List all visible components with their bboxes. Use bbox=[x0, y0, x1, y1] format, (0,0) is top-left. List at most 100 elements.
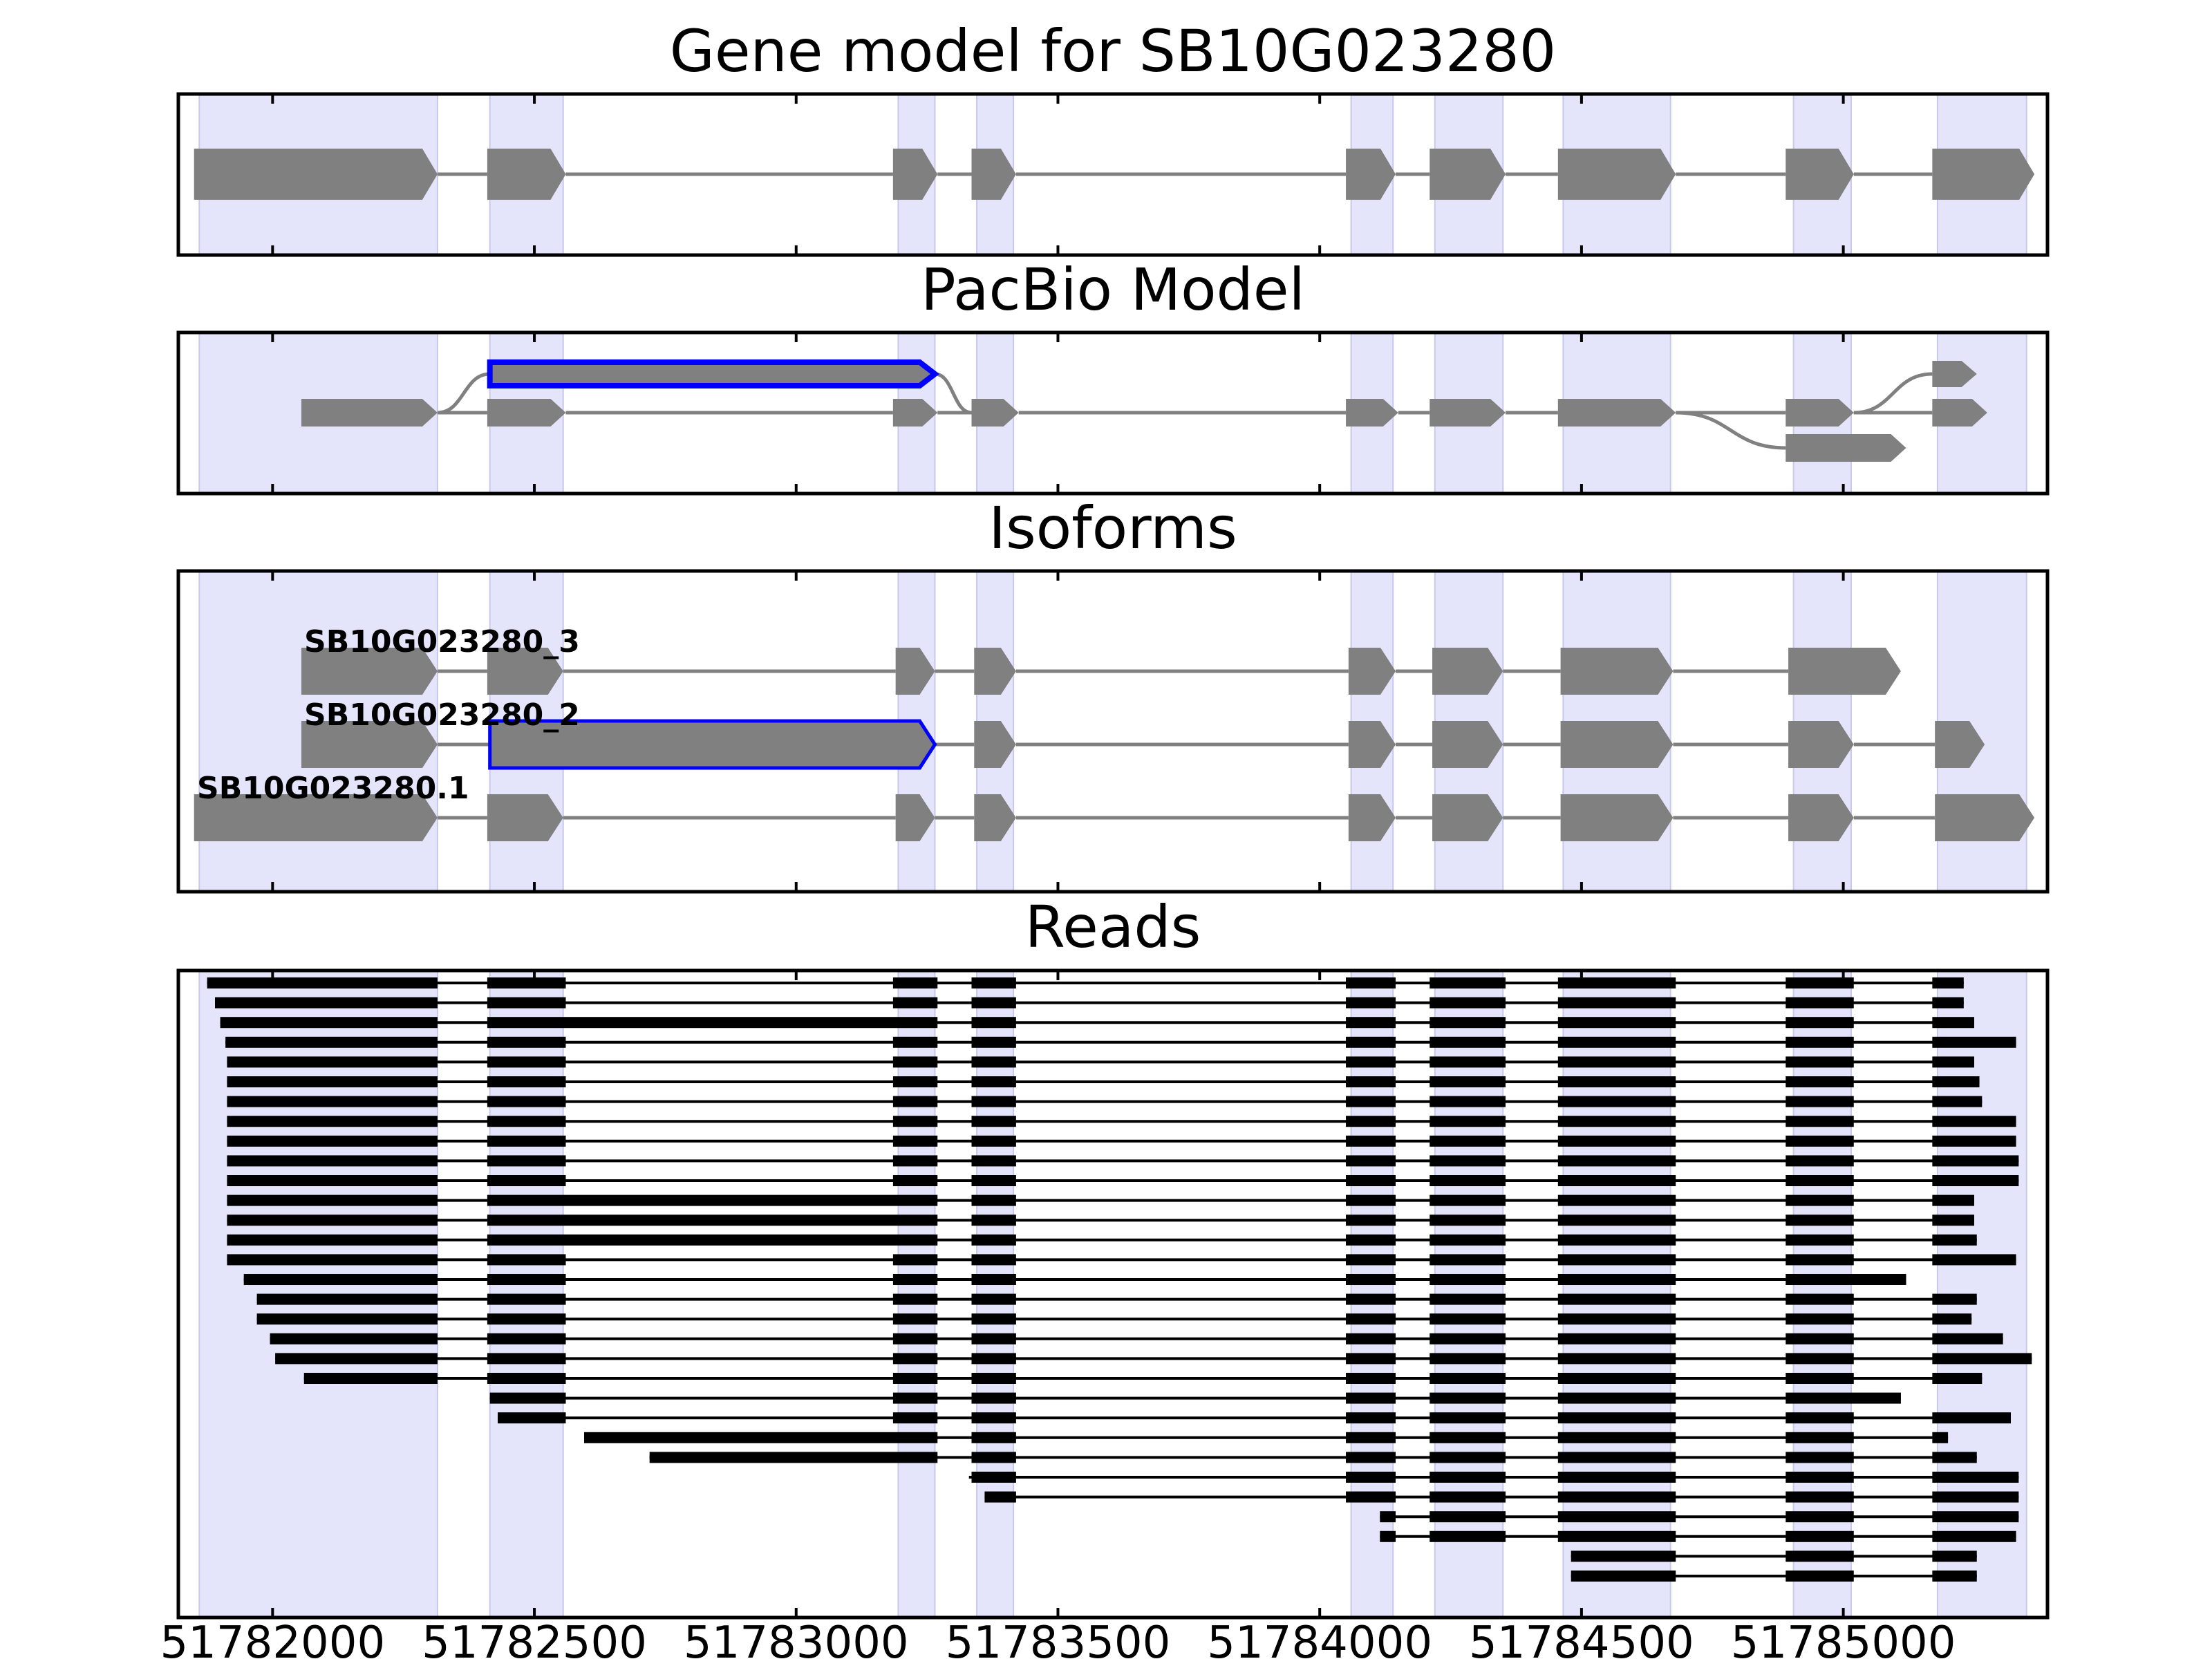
x-tick-label: 51784000 bbox=[1207, 1618, 1432, 1659]
read-block bbox=[892, 1096, 938, 1107]
highlighted-exon bbox=[488, 719, 937, 770]
read-block bbox=[487, 1293, 566, 1305]
read-block bbox=[1785, 1135, 1854, 1147]
read-block bbox=[1346, 1353, 1396, 1365]
read-block bbox=[1932, 1550, 1977, 1562]
read-block bbox=[1932, 1333, 2003, 1344]
exon bbox=[1348, 794, 1396, 841]
x-tick-label: 51783500 bbox=[946, 1618, 1171, 1659]
read-block bbox=[1346, 1194, 1396, 1206]
read-block bbox=[1557, 1530, 1676, 1542]
exon bbox=[1785, 399, 1854, 427]
read-block bbox=[1932, 1056, 1974, 1068]
read-block bbox=[971, 1215, 1016, 1226]
read-block bbox=[971, 1254, 1016, 1266]
read-block bbox=[1785, 1333, 1854, 1344]
panel-title-gene-model: Gene model for SB10G023280 bbox=[670, 17, 1556, 85]
read-block bbox=[971, 1333, 1016, 1344]
read-block bbox=[1557, 1373, 1676, 1384]
read-block bbox=[1932, 1215, 1974, 1226]
exon bbox=[974, 794, 1016, 841]
x-tick-label: 51785000 bbox=[1731, 1618, 1956, 1659]
read-block bbox=[1346, 1274, 1396, 1285]
read-block bbox=[1932, 1571, 1977, 1582]
read-block bbox=[971, 1155, 1016, 1167]
read-block bbox=[1932, 1017, 1974, 1029]
read-block bbox=[1557, 1293, 1676, 1305]
splice-connector bbox=[437, 372, 490, 415]
read-block bbox=[1346, 1116, 1396, 1127]
read-block bbox=[1430, 1333, 1506, 1344]
read-block bbox=[1557, 1234, 1676, 1246]
read-block bbox=[971, 1432, 1016, 1443]
read-block bbox=[1785, 1194, 1854, 1206]
read-block bbox=[1557, 1096, 1676, 1107]
read-block bbox=[1557, 1056, 1676, 1068]
read-block bbox=[1430, 1491, 1506, 1503]
read-block bbox=[1430, 1076, 1506, 1087]
read-block bbox=[1430, 1234, 1506, 1246]
read-block bbox=[487, 1155, 566, 1167]
isoforms-track: SB10G023280_3 SB10G023280_2 SB10G023280.1 bbox=[194, 624, 2035, 841]
read-block bbox=[1785, 1274, 1906, 1285]
exon bbox=[1560, 648, 1674, 695]
read-block bbox=[1557, 1017, 1676, 1029]
read-block bbox=[1557, 1511, 1676, 1523]
read-block bbox=[487, 997, 566, 1009]
read-block bbox=[1932, 1135, 2016, 1147]
read-block bbox=[892, 1353, 938, 1365]
panel-frame-gene bbox=[176, 92, 2050, 257]
read-block bbox=[971, 1412, 1016, 1424]
read-block bbox=[498, 1412, 566, 1424]
read-block bbox=[971, 1096, 1016, 1107]
exon bbox=[1346, 399, 1398, 427]
read-block bbox=[971, 1274, 1016, 1285]
read-block bbox=[1557, 1215, 1676, 1226]
x-tick-label: 51783000 bbox=[684, 1618, 909, 1659]
read-block bbox=[1430, 997, 1506, 1009]
read-block bbox=[227, 1056, 438, 1068]
read-block bbox=[1557, 1274, 1676, 1285]
splice-connector bbox=[1676, 411, 1786, 450]
read-block bbox=[892, 1076, 938, 1087]
exon bbox=[1785, 149, 1854, 200]
exon bbox=[487, 149, 566, 200]
read-block bbox=[1785, 1175, 1854, 1186]
read-block bbox=[1346, 1392, 1396, 1404]
read-block bbox=[1430, 1215, 1506, 1226]
read-block bbox=[892, 1293, 938, 1305]
exon bbox=[1430, 399, 1506, 427]
read-block bbox=[1557, 1452, 1676, 1463]
read-block bbox=[1346, 1373, 1396, 1384]
read-block bbox=[1557, 1353, 1676, 1365]
read-block bbox=[1430, 1373, 1506, 1384]
read-block bbox=[225, 1036, 438, 1048]
read-block bbox=[1430, 1392, 1506, 1404]
read-block bbox=[971, 1392, 1016, 1404]
read-block bbox=[256, 1293, 438, 1305]
read-block bbox=[1557, 997, 1676, 1009]
read-block bbox=[1785, 1036, 1854, 1048]
read-block bbox=[971, 1017, 1016, 1029]
read-block bbox=[1785, 1571, 1854, 1582]
exon bbox=[895, 794, 935, 841]
read-block bbox=[971, 1036, 1016, 1048]
read-block bbox=[971, 1234, 1016, 1246]
exon bbox=[194, 794, 438, 841]
read-block bbox=[1785, 1530, 1854, 1542]
read-block bbox=[1430, 1175, 1506, 1186]
pacbio-alt-exon bbox=[1785, 434, 1906, 462]
read-block bbox=[487, 1353, 566, 1365]
read-block bbox=[971, 1452, 1016, 1463]
read-block bbox=[971, 1353, 1016, 1365]
read-block bbox=[487, 1076, 566, 1087]
read-block bbox=[971, 1472, 1016, 1483]
read-block bbox=[1557, 1194, 1676, 1206]
read-block bbox=[1346, 1452, 1396, 1463]
read-block bbox=[1430, 1472, 1506, 1483]
x-tick-label: 51784500 bbox=[1469, 1618, 1694, 1659]
read-block bbox=[227, 1215, 438, 1226]
read-block bbox=[1557, 1254, 1676, 1266]
panel-title-pacbio-model: PacBio Model bbox=[921, 256, 1305, 324]
